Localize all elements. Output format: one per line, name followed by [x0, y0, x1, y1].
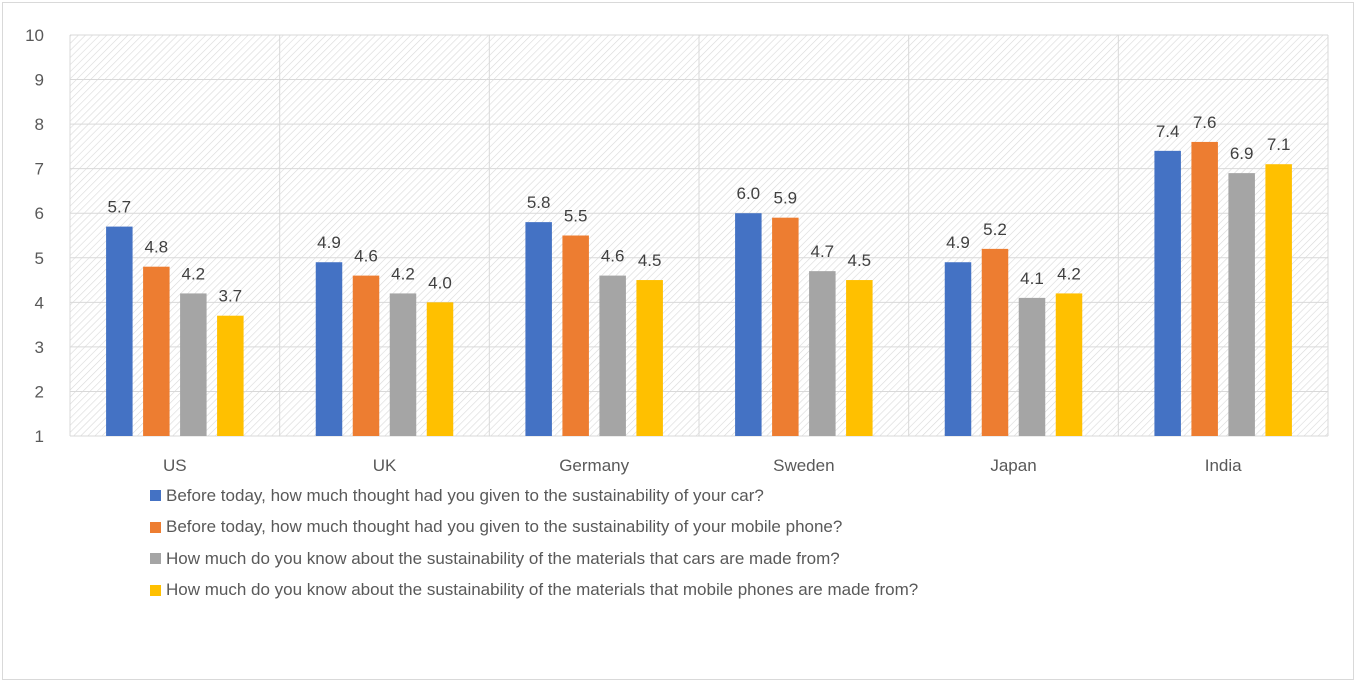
bar: [846, 280, 873, 436]
bar: [217, 315, 244, 436]
data-label: 4.2: [1057, 264, 1081, 283]
bar: [1055, 293, 1083, 436]
y-tick-label: 4: [35, 293, 44, 312]
bar: [315, 262, 343, 436]
legend-item: How much do you know about the sustainab…: [150, 575, 1250, 607]
y-tick-label: 6: [35, 204, 44, 223]
bar: [772, 217, 799, 436]
x-tick-label: India: [1205, 456, 1242, 475]
x-tick-label: UK: [373, 456, 397, 475]
data-label: 4.1: [1020, 269, 1044, 288]
data-label: 4.5: [848, 251, 872, 270]
bar: [809, 271, 836, 436]
data-label: 4.2: [391, 264, 415, 283]
legend-swatch: [150, 584, 161, 596]
data-label: 7.6: [1193, 113, 1217, 132]
bar: [1018, 297, 1046, 436]
bar: [1228, 173, 1255, 436]
legend-swatch: [150, 490, 161, 502]
legend-label: How much do you know about the sustainab…: [166, 548, 840, 568]
data-label: 4.9: [946, 233, 970, 252]
data-label: 4.7: [811, 242, 835, 261]
data-label: 4.5: [638, 251, 662, 270]
bar: [1265, 164, 1292, 436]
data-label: 4.8: [145, 238, 169, 257]
legend-label: Before today, how much thought had you g…: [166, 485, 764, 505]
legend: Before today, how much thought had you g…: [150, 480, 1250, 606]
data-label: 5.2: [983, 220, 1007, 239]
data-label: 5.9: [774, 189, 798, 208]
data-label: 5.7: [108, 198, 132, 217]
bar: [352, 275, 380, 436]
bar: [426, 302, 454, 436]
x-tick-label: US: [163, 456, 187, 475]
x-tick-label: Sweden: [773, 456, 834, 475]
bar: [106, 226, 133, 436]
data-label: 5.8: [527, 193, 551, 212]
bar: [636, 280, 663, 436]
bar: [180, 293, 207, 436]
data-label: 7.1: [1267, 135, 1291, 154]
y-tick-label: 10: [25, 26, 44, 45]
bar: [599, 275, 626, 436]
data-label: 3.7: [219, 287, 243, 306]
x-tick-label: Germany: [559, 456, 629, 475]
legend-label: Before today, how much thought had you g…: [166, 517, 843, 537]
legend-item: How much do you know about the sustainab…: [150, 543, 1250, 575]
bar: [981, 248, 1009, 436]
legend-label: How much do you know about the sustainab…: [166, 580, 919, 600]
y-tick-label: 9: [35, 71, 44, 90]
data-label: 6.9: [1230, 144, 1254, 163]
bar: [143, 266, 170, 436]
bar: [944, 262, 972, 436]
data-label: 4.6: [354, 247, 378, 266]
data-label: 7.4: [1156, 122, 1180, 141]
y-tick-label: 2: [35, 382, 44, 401]
y-tick-label: 7: [35, 160, 44, 179]
x-tick-label: Japan: [990, 456, 1036, 475]
legend-item: Before today, how much thought had you g…: [150, 512, 1250, 544]
legend-item: Before today, how much thought had you g…: [150, 480, 1250, 512]
bar: [735, 213, 762, 436]
y-tick-label: 8: [35, 115, 44, 134]
bar: [525, 222, 552, 436]
legend-swatch: [150, 521, 161, 533]
data-label: 4.2: [182, 264, 206, 283]
data-label: 5.5: [564, 207, 588, 226]
data-label: 4.0: [428, 273, 452, 292]
y-tick-label: 3: [35, 338, 44, 357]
data-label: 4.9: [317, 233, 341, 252]
bar: [562, 235, 589, 436]
bar: [1154, 150, 1181, 436]
y-tick-label: 1: [35, 427, 44, 446]
bar: [389, 293, 417, 436]
bar: [1191, 141, 1218, 436]
legend-swatch: [150, 553, 161, 565]
y-tick-label: 5: [35, 249, 44, 268]
data-label: 6.0: [737, 184, 761, 203]
data-label: 4.6: [601, 247, 625, 266]
